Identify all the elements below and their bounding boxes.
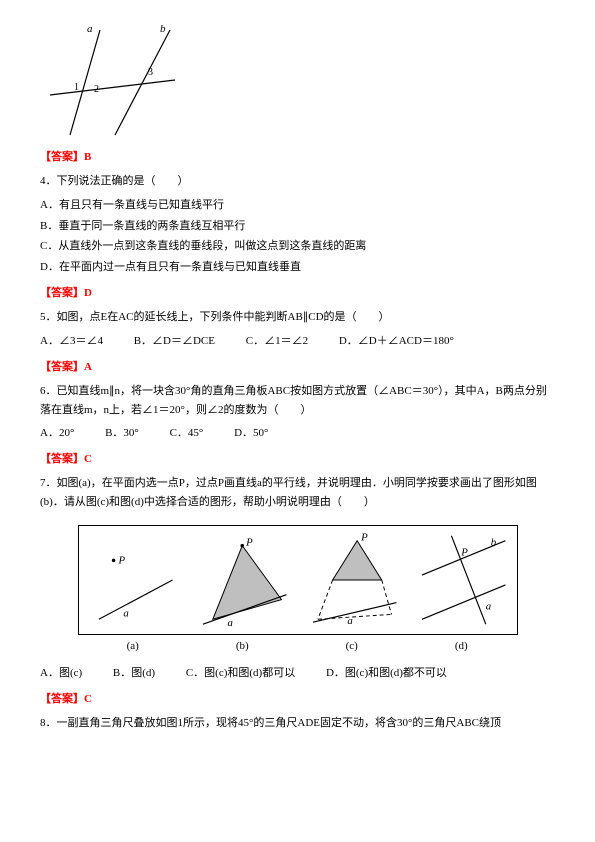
svg-text:P: P xyxy=(460,547,468,559)
q5-optB: B．∠D＝∠DCE xyxy=(134,331,215,352)
q4-text: 下列说法正确的是 xyxy=(57,175,145,187)
q4-number: 4． xyxy=(40,175,57,187)
q7-optD: D．图(c)和图(d)都不可以 xyxy=(326,663,447,684)
q5-optC: C．∠1＝∠2 xyxy=(246,331,308,352)
svg-text:P: P xyxy=(360,532,368,544)
question-5: 5．如图，点E在AC的延长线上，下列条件中能判断AB∥CD的是（ ） A．∠3＝… xyxy=(40,308,555,352)
q8-text: 一副直角三角尺叠放如图1所示，现将45°的三角尺ADE固定不动，将含30°的三角… xyxy=(57,717,502,729)
q7-optC: C．图(c)和图(d)都可以 xyxy=(186,663,295,684)
q7-bracket: （ ） xyxy=(331,496,375,508)
q6-bracket: （ ） xyxy=(267,404,311,416)
svg-text:a: a xyxy=(123,608,128,620)
svg-text:a: a xyxy=(228,618,233,630)
answer-q2: 【答案】D xyxy=(40,284,555,300)
q5-optD: D．∠D＋∠ACD＝180° xyxy=(339,331,454,352)
figure-parallel-lines: a b 1 2 3 xyxy=(40,20,180,140)
panel-d-label: (d) xyxy=(407,640,516,652)
q6-options: A．20° B．30° C．45° D．50° xyxy=(40,423,555,444)
question-6: 6．已知直线m∥n，将一块含30°角的直角三角板ABC按如图方式放置（∠ABC＝… xyxy=(40,382,555,444)
svg-text:b: b xyxy=(491,537,497,549)
answer-q1: 【答案】B xyxy=(40,148,555,164)
svg-text:a: a xyxy=(486,601,491,613)
q7-optA: A．图(c) xyxy=(40,663,82,684)
panel-a-label: (a) xyxy=(79,640,188,652)
panel-b: P a (b) xyxy=(188,526,298,634)
question-8: 8．一副直角三角尺叠放如图1所示，现将45°的三角尺ADE固定不动，将含30°的… xyxy=(40,714,555,733)
question-4: 4．下列说法正确的是（ ） A．有且只有一条直线与已知直线平行 B．垂直于同一条… xyxy=(40,172,555,278)
svg-text:P: P xyxy=(117,555,125,567)
svg-text:P: P xyxy=(245,537,253,549)
q6-optD: D．50° xyxy=(234,423,268,444)
panel-d: b P a (d) xyxy=(407,526,517,634)
q5-text: 如图，点E在AC的延长线上，下列条件中能判断AB∥CD的是 xyxy=(57,311,346,323)
svg-text:2: 2 xyxy=(94,84,99,95)
q5-options: A．∠3＝∠4 B．∠D＝∠DCE C．∠1＝∠2 D．∠D＋∠ACD＝180° xyxy=(40,331,555,352)
answer-q4: 【答案】C xyxy=(40,450,555,466)
panel-c-label: (c) xyxy=(298,640,407,652)
svg-text:1: 1 xyxy=(74,82,79,93)
panel-b-label: (b) xyxy=(188,640,297,652)
q7-text: 如图(a)，在平面内选一点P，过点P画直线a的平行线，并说明理由．小明同学按要求… xyxy=(40,477,537,508)
q5-number: 5． xyxy=(40,311,57,323)
q4-options: A．有且只有一条直线与已知直线平行 B．垂直于同一条直线的两条直线互相平行 C．… xyxy=(40,195,555,279)
panel-c: P a (c) xyxy=(298,526,408,634)
svg-text:3: 3 xyxy=(148,67,153,78)
answer-q5: 【答案】C xyxy=(40,690,555,706)
q4-optC: C．从直线外一点到这条直线的垂线段，叫做这点到这条直线的距离 xyxy=(40,236,555,257)
q7-options: A．图(c) B．图(d) C．图(c)和图(d)都可以 D．图(c)和图(d)… xyxy=(40,663,555,684)
q4-optA: A．有且只有一条直线与已知直线平行 xyxy=(40,195,555,216)
q6-optC: C．45° xyxy=(170,423,204,444)
answer-q3: 【答案】A xyxy=(40,358,555,374)
figure-panels: P a (a) P a (b) P a (c) xyxy=(78,525,518,635)
q7-number: 7． xyxy=(40,477,57,489)
svg-text:a: a xyxy=(87,23,93,35)
q5-optA: A．∠3＝∠4 xyxy=(40,331,103,352)
q5-bracket: （ ） xyxy=(346,311,390,323)
q4-bracket: （ ） xyxy=(145,175,189,187)
q7-optB: B．图(d) xyxy=(113,663,155,684)
q6-optA: A．20° xyxy=(40,423,74,444)
svg-text:a: a xyxy=(347,616,352,628)
panel-a: P a (a) xyxy=(79,526,189,634)
question-7: 7．如图(a)，在平面内选一点P，过点P画直线a的平行线，并说明理由．小明同学按… xyxy=(40,474,555,511)
figure-panels-wrap: P a (a) P a (b) P a (c) xyxy=(40,525,555,635)
svg-text:b: b xyxy=(160,23,166,35)
q6-number: 6． xyxy=(40,385,57,397)
q4-optD: D．在平面内过一点有且只有一条直线与已知直线垂直 xyxy=(40,257,555,278)
q6-optB: B．30° xyxy=(105,423,139,444)
q4-optB: B．垂直于同一条直线的两条直线互相平行 xyxy=(40,216,555,237)
q8-number: 8． xyxy=(40,717,57,729)
